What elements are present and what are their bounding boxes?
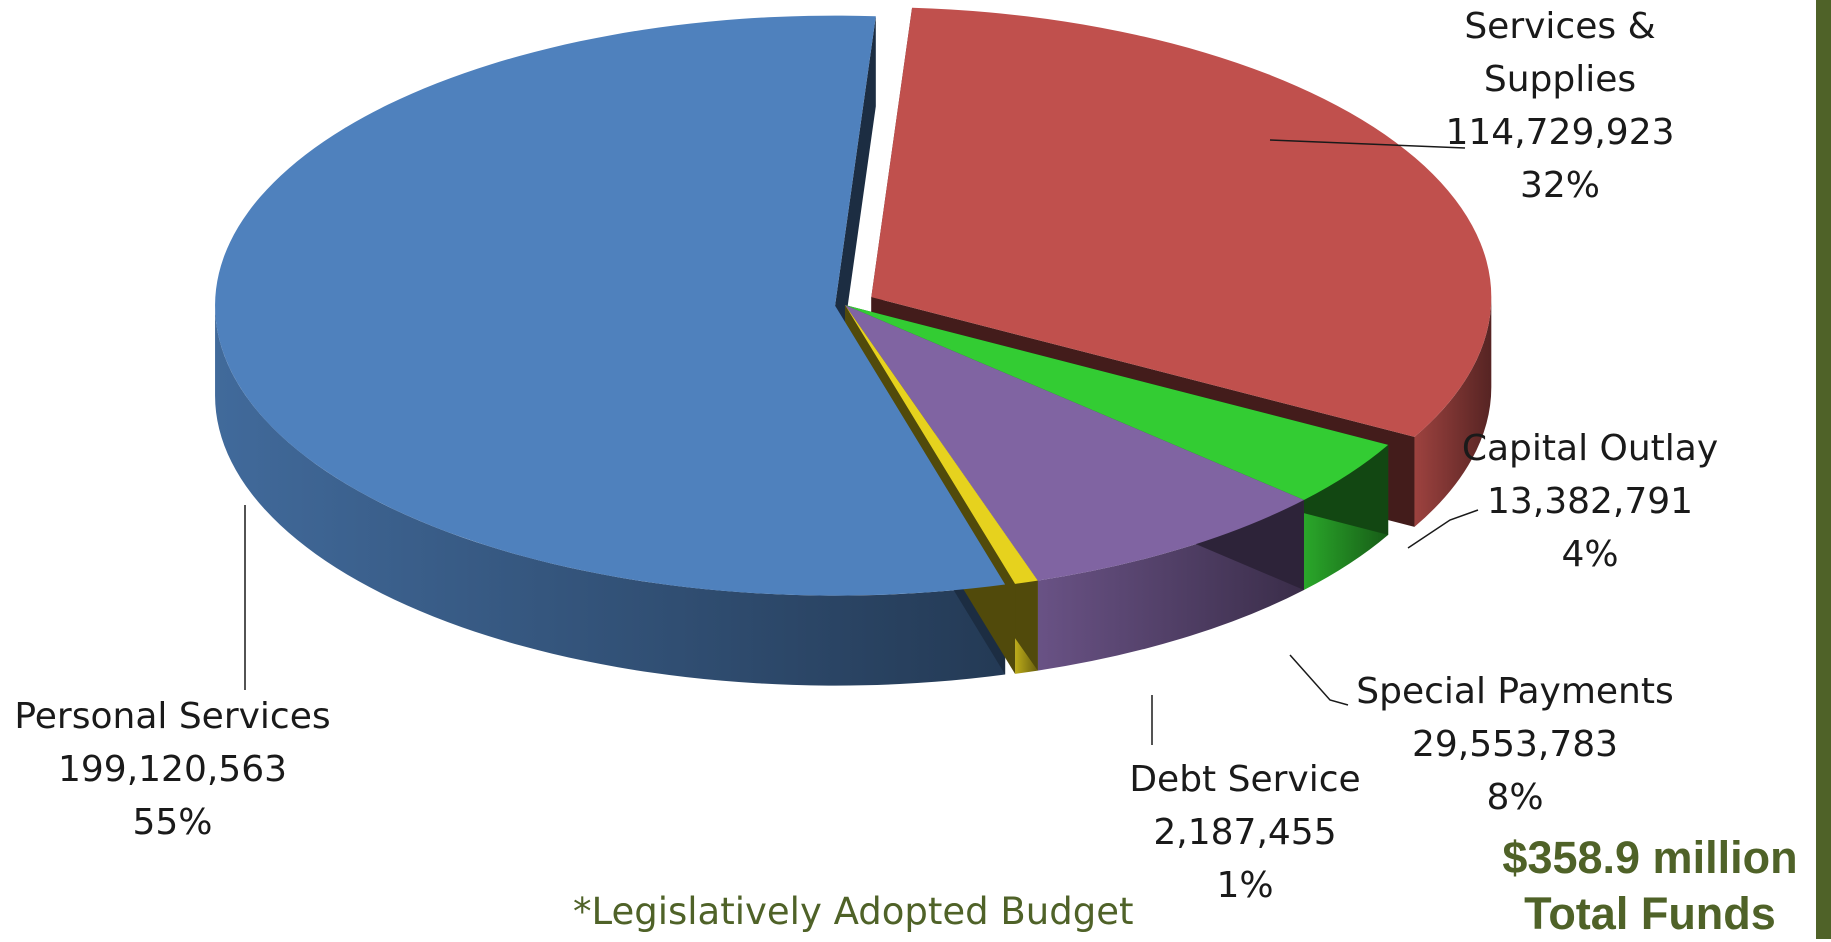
label-capital-outlay: Capital Outlay 13,382,791 4% xyxy=(1420,422,1760,581)
slice-percent: 8% xyxy=(1486,777,1544,818)
pie-face-personal-services-1 xyxy=(835,16,876,396)
leader-line-special-payments xyxy=(1289,654,1349,706)
slice-value: 2,187,455 xyxy=(1153,812,1337,853)
slice-name-line: Personal Services xyxy=(14,696,331,737)
leader-lines xyxy=(244,139,1479,745)
slice-percent: 4% xyxy=(1561,534,1619,575)
pie-side-personal-services xyxy=(215,305,1006,686)
slice-percent: 32% xyxy=(1519,165,1600,206)
slice-name-line: Debt Service xyxy=(1129,759,1361,800)
label-special-payments: Special Payments 29,553,783 8% xyxy=(1340,665,1690,824)
footnote: *Legislatively Adopted Budget xyxy=(573,890,1134,933)
pie-slice-personal-services xyxy=(215,15,1006,596)
slice-name-line: Supplies xyxy=(1483,59,1637,100)
pie-slice-capital-outlay xyxy=(845,305,1389,500)
slice-name-line: Capital Outlay xyxy=(1461,428,1719,469)
pie-tops xyxy=(215,7,1492,596)
pie-slice-special-payments xyxy=(845,305,1304,581)
slice-percent: 1% xyxy=(1216,865,1274,906)
leader-line-services-supplies xyxy=(1269,139,1466,149)
side-accent-bar xyxy=(1816,0,1831,939)
pie-side-services-supplies xyxy=(1414,297,1492,527)
total-caption: Total Funds xyxy=(1524,888,1776,939)
total-funds: $358.9 million Total Funds xyxy=(1485,830,1815,942)
slice-value: 114,729,923 xyxy=(1445,112,1675,153)
pie-slice-debt-service xyxy=(845,305,1038,584)
leader-line-capital-outlay xyxy=(1407,509,1479,549)
slice-percent: 55% xyxy=(132,802,213,843)
slice-name-line: Services & xyxy=(1464,6,1656,47)
label-personal-services: Personal Services 199,120,563 55% xyxy=(0,690,345,849)
pie-slice-services-supplies xyxy=(871,7,1492,437)
slice-value: 29,553,783 xyxy=(1411,724,1619,765)
slice-value: 13,382,791 xyxy=(1486,481,1694,522)
label-services-supplies: Services & Supplies 114,729,923 32% xyxy=(1400,0,1720,212)
slice-value: 199,120,563 xyxy=(57,749,288,790)
total-amount: $358.9 million xyxy=(1502,832,1798,883)
slice-name-line: Special Payments xyxy=(1356,671,1674,712)
label-debt-service: Debt Service 2,187,455 1% xyxy=(1110,753,1380,912)
